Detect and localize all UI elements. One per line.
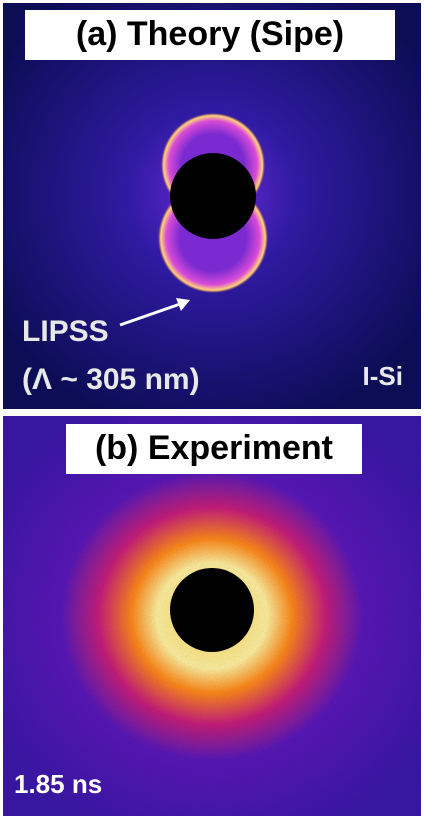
panel-title: (b) Experiment (95, 429, 333, 467)
center-disk (170, 153, 256, 239)
annotation: LIPSS (22, 315, 109, 348)
center-disk (170, 568, 254, 652)
page: (a) Theory (Sipe) LIPSS (Λ ~ 305 nm) I-S… (0, 0, 424, 819)
material-label: I-Si (363, 361, 403, 391)
time-label: 1.85 ns (14, 769, 102, 799)
panel-title: (a) Theory (Sipe) (76, 15, 344, 53)
figure: (a) Theory (Sipe) LIPSS (Λ ~ 305 nm) I-S… (0, 0, 424, 819)
annotation-sub: (Λ ~ 305 nm) (22, 363, 200, 396)
